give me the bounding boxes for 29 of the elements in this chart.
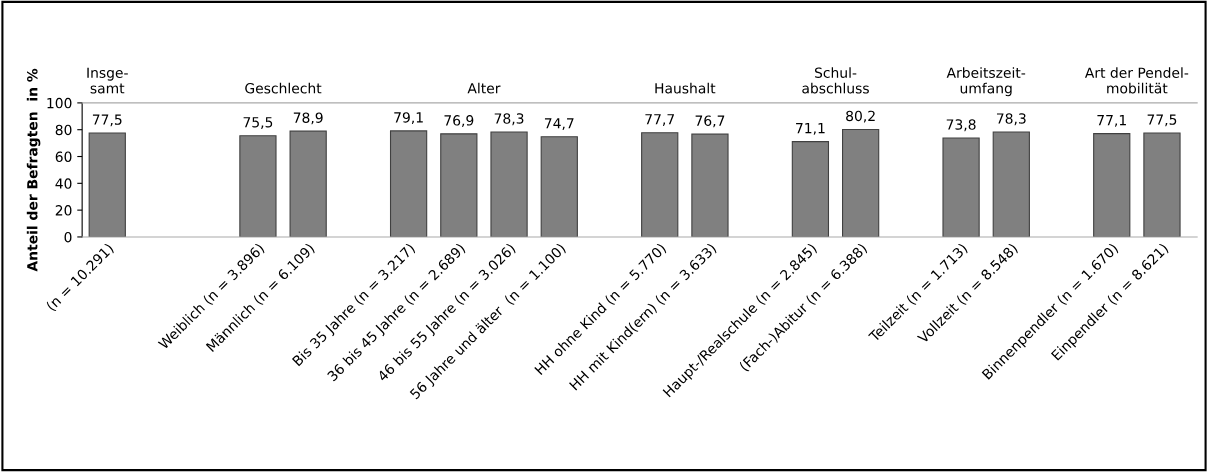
data-label: 78,3: [494, 113, 524, 126]
text: Insge- samt: [87, 67, 128, 94]
data-label: 78,3: [996, 113, 1026, 126]
y-tick-label: 100: [47, 97, 72, 109]
y-tick-label: 0: [64, 231, 72, 243]
text: Art der Pendel- mobilität: [1084, 67, 1189, 94]
data-label: 76,9: [444, 115, 474, 128]
data-label: 71,1: [796, 123, 825, 135]
text: Alter: [467, 82, 501, 94]
data-label: 77,1: [1097, 115, 1126, 127]
data-label: 77,7: [645, 114, 674, 126]
data-label: 80,2: [846, 110, 875, 123]
text: Haushalt: [655, 82, 716, 94]
text: Geschlecht: [245, 82, 322, 94]
y-axis-title: Anteil der Befragten in %: [26, 68, 41, 272]
y-tick-label: 40: [55, 178, 72, 189]
data-label: 77,5: [1147, 114, 1177, 127]
y-tick-label: 20: [55, 205, 72, 216]
data-label: 77,5: [92, 114, 122, 127]
data-label: 73,8: [946, 119, 976, 132]
y-tick-label: 60: [55, 151, 72, 162]
data-label: 74,7: [544, 118, 574, 130]
data-label: 78,9: [293, 112, 323, 125]
data-label: 76,7: [695, 115, 725, 128]
y-tick-label: 80: [55, 124, 72, 136]
data-label: 75,5: [243, 117, 273, 129]
data-label: 79,1: [394, 112, 423, 125]
text: Schul- abschluss: [802, 67, 869, 94]
text: Arbeitszeit- umfang: [946, 67, 1026, 97]
